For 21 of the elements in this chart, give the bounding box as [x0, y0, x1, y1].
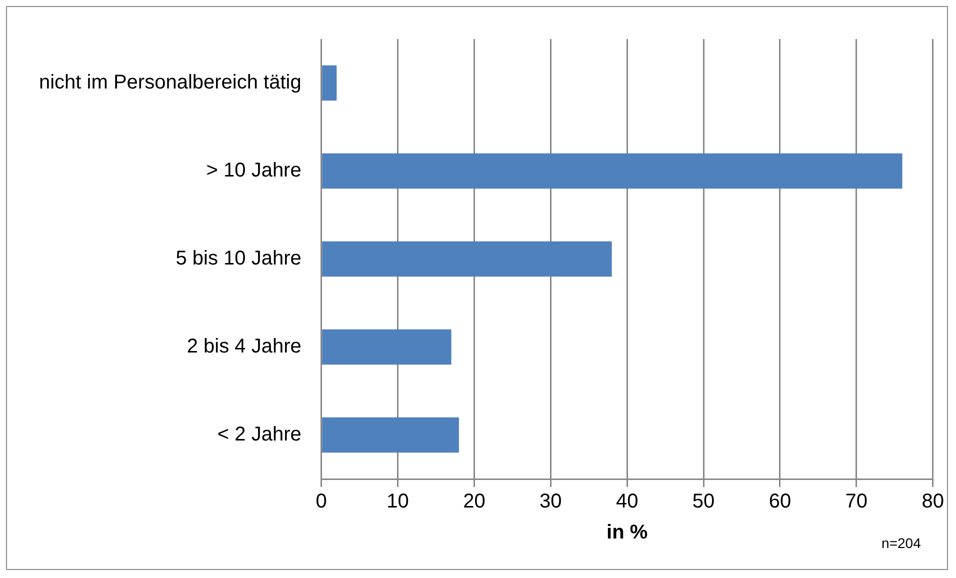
x-tick-label: 70 [845, 490, 868, 513]
x-tick-label: 20 [463, 490, 486, 513]
x-axis-title: in % [606, 522, 648, 544]
bar [322, 417, 459, 453]
bar [322, 65, 337, 101]
y-tick-label: 5 bis 10 Jahre [176, 248, 302, 270]
text: n=204 [882, 534, 922, 551]
x-tick-label: 0 [316, 490, 327, 513]
x-tick-label: 80 [922, 490, 944, 513]
x-tick-label: 40 [616, 490, 638, 513]
x-tick-label: 30 [540, 490, 562, 513]
bar [322, 241, 612, 277]
y-tick-label: nicht im Personalbereich tätig [38, 72, 302, 94]
y-tick-label: 2 bis 4 Jahre [186, 336, 302, 358]
y-tick-label: > 10 Jahre [206, 160, 302, 182]
y-tick-label: < 2 Jahre [217, 424, 302, 446]
x-tick-label: 10 [386, 490, 409, 513]
bar [322, 329, 452, 365]
x-tick-label: 50 [692, 490, 715, 513]
bar [322, 153, 902, 189]
x-tick-label: 60 [768, 490, 792, 513]
